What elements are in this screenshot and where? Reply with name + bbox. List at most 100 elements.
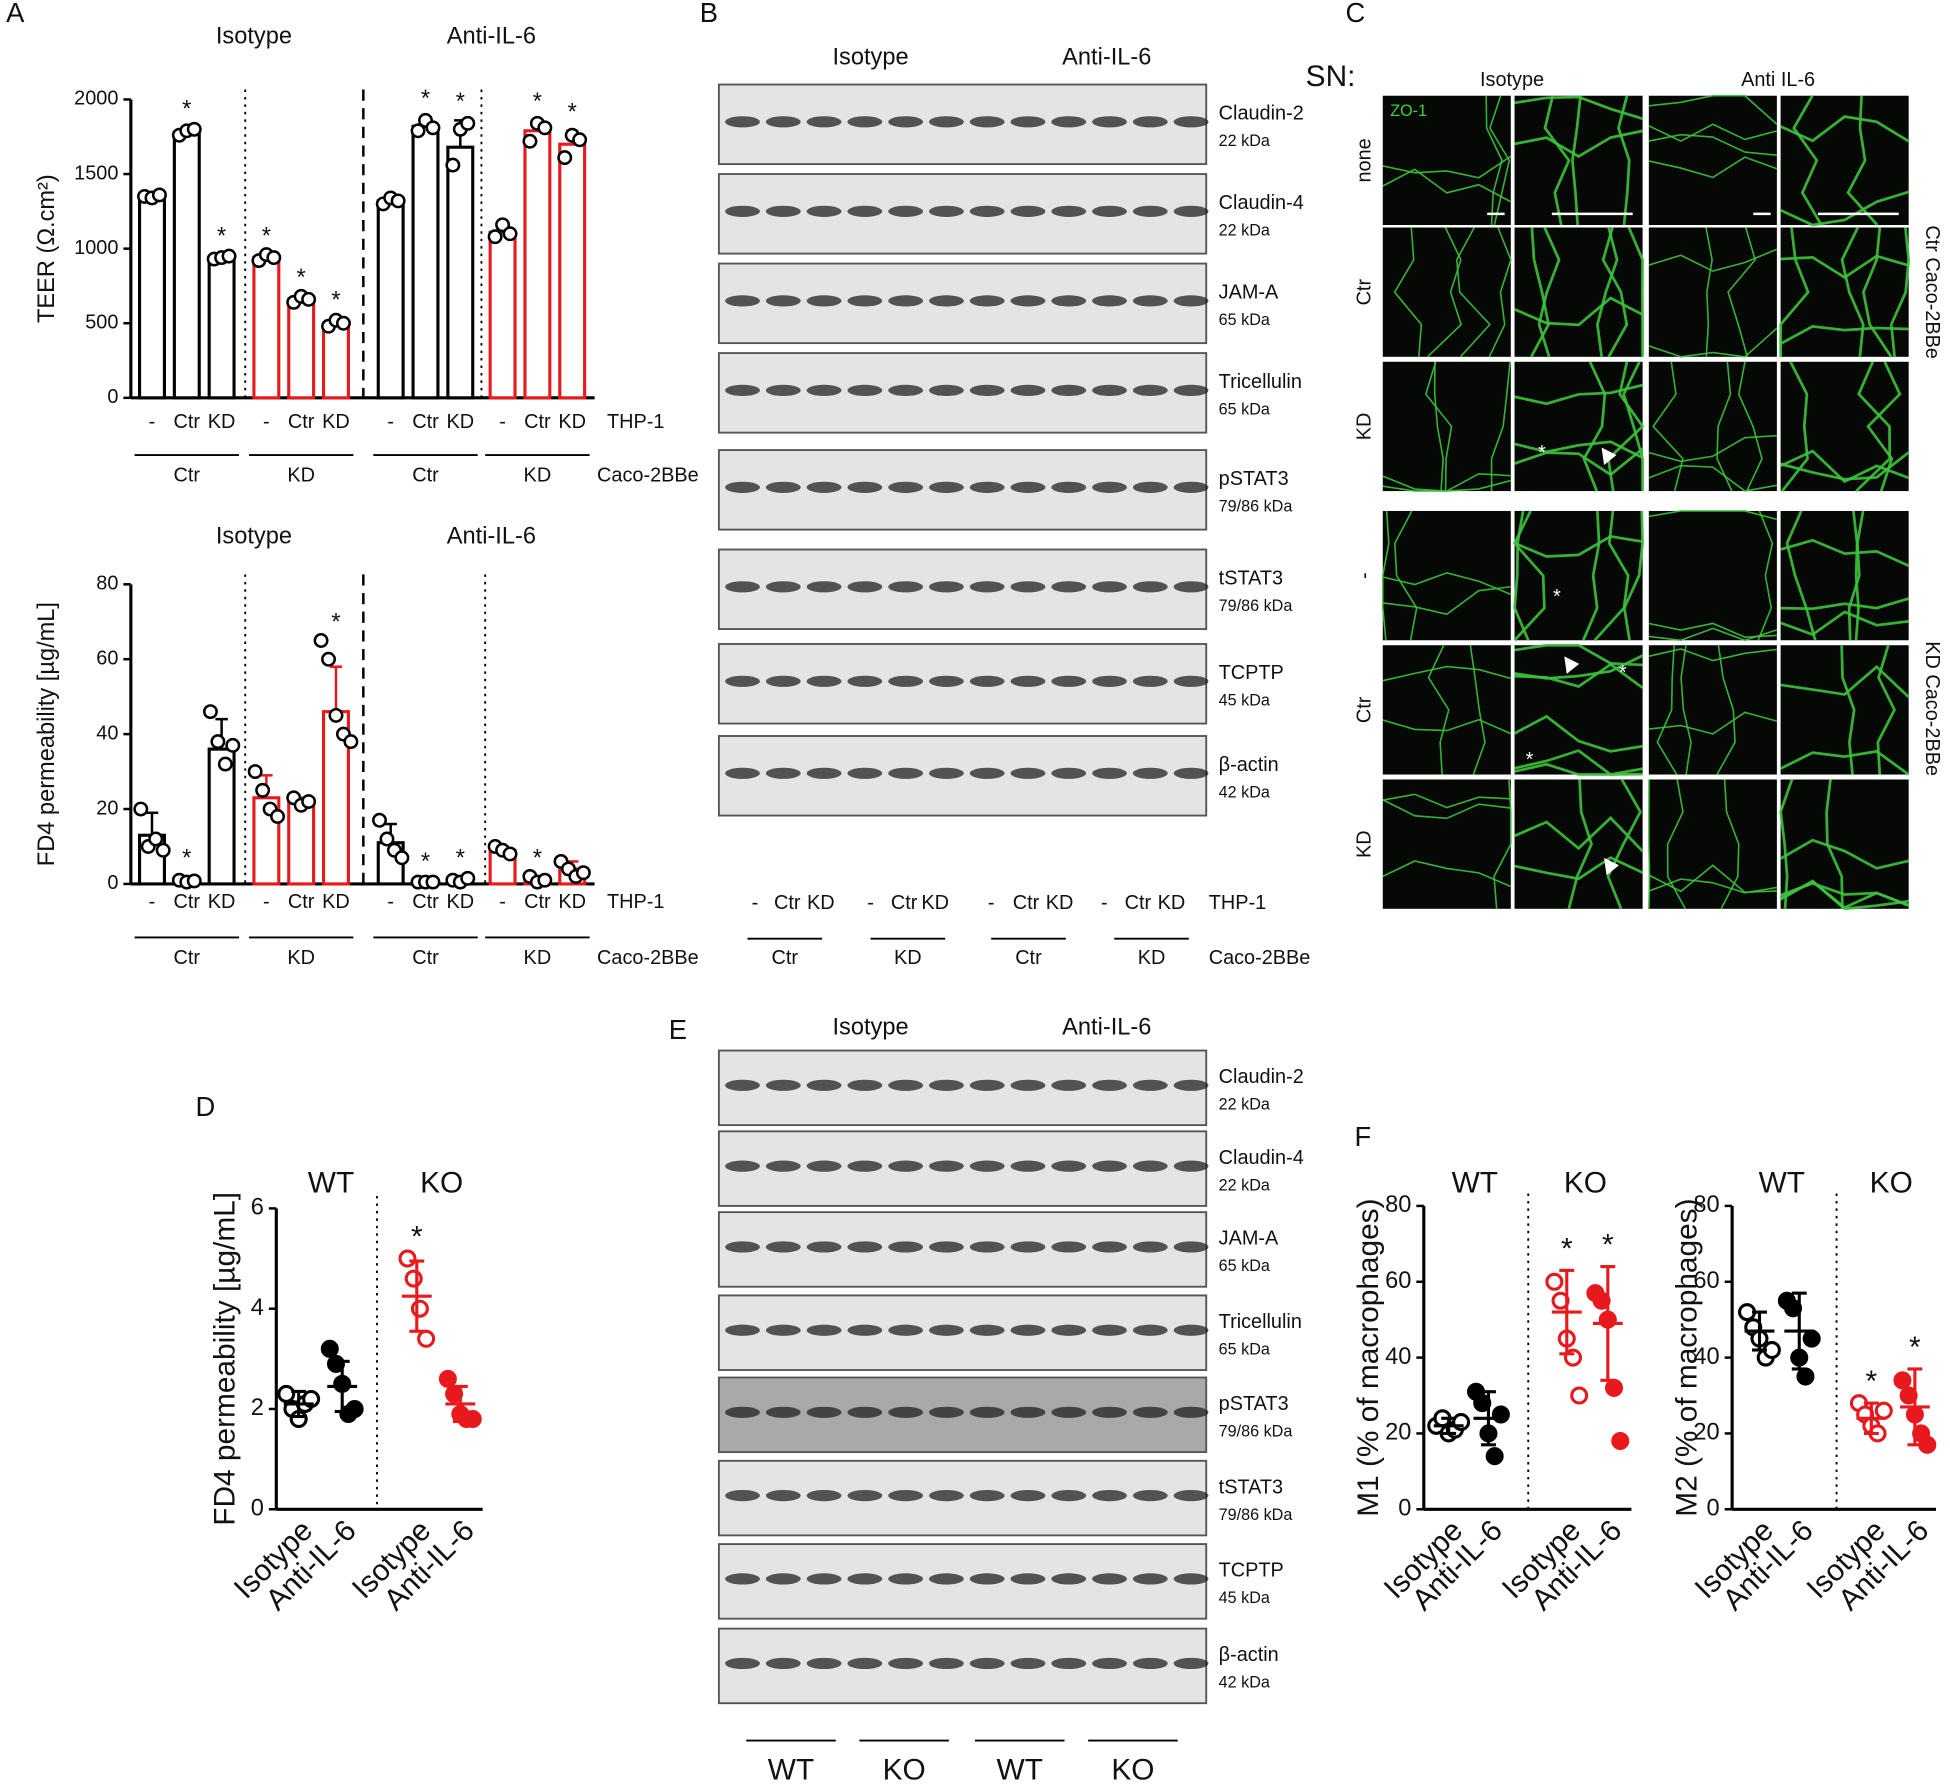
protein-label: tSTAT3 — [1219, 568, 1283, 590]
blot-band — [1010, 1406, 1046, 1418]
group-label: Ctr — [412, 464, 439, 486]
lane-label: - — [988, 892, 995, 914]
blot-band — [1132, 205, 1168, 217]
blot-band — [725, 1573, 760, 1585]
cell-border — [1382, 168, 1512, 203]
blot-band — [1173, 1079, 1209, 1091]
blot-band — [847, 1490, 883, 1502]
data-point — [425, 874, 441, 890]
blot-band — [806, 384, 842, 396]
y-tick-label: 60 — [96, 647, 118, 669]
y-axis-label: TEER (Ω.cm²) — [34, 174, 60, 323]
blot-band — [969, 581, 1005, 593]
blot-band — [888, 1406, 924, 1418]
blot-band — [1132, 1324, 1168, 1336]
protein-label: pSTAT3 — [1219, 1393, 1289, 1415]
blot-band — [888, 767, 924, 779]
data-point — [221, 248, 237, 264]
y-tick-label: 20 — [1385, 1420, 1411, 1446]
blot-band — [888, 295, 924, 307]
micrograph — [1780, 645, 1909, 775]
cell-border — [1852, 510, 1860, 641]
blot-band — [1092, 1079, 1127, 1091]
cell-border — [1648, 133, 1777, 156]
cell-border — [1606, 778, 1642, 910]
blot-band — [1173, 675, 1209, 687]
x-tick-label: KD — [446, 891, 474, 913]
micrograph — [1382, 227, 1511, 357]
blot-band — [929, 481, 964, 493]
significance: * — [1602, 1229, 1614, 1262]
cell-border — [1780, 538, 1910, 568]
cell-line-label: Ctr Caco-2BBe — [1921, 225, 1943, 359]
cell-border — [1381, 510, 1390, 641]
blot-band — [1092, 675, 1127, 687]
x-tick-label: Ctr — [412, 411, 439, 433]
blot-band — [725, 1079, 760, 1091]
size-label: 42 kDa — [1219, 783, 1270, 801]
cell-border — [1596, 227, 1619, 357]
blot-band — [765, 295, 801, 307]
data-point — [522, 133, 538, 149]
data-point — [1796, 1367, 1815, 1386]
blot-band — [969, 205, 1005, 217]
blot-band — [1051, 116, 1087, 128]
bar — [558, 142, 587, 400]
data-point — [313, 633, 329, 648]
cell-border — [1780, 190, 1910, 227]
cell-border — [1825, 779, 1844, 909]
group-label: Ctr — [174, 947, 201, 969]
cell-border — [1648, 434, 1777, 463]
cell-border — [1779, 838, 1909, 870]
cell-border — [1780, 610, 1909, 637]
group-label: Ctr — [412, 947, 439, 969]
blot-band — [1092, 1657, 1127, 1670]
blot-band — [1092, 767, 1127, 779]
data-point — [328, 707, 344, 723]
lane-label: - — [867, 892, 874, 914]
group-label: KD — [287, 947, 315, 969]
blot-band — [969, 481, 1005, 493]
stain-label: ZO-1 — [1390, 102, 1427, 120]
blot-band — [765, 1406, 801, 1418]
blot-band — [888, 384, 924, 396]
blot-band — [1051, 1573, 1087, 1585]
blot-band — [888, 1160, 924, 1172]
blot-header: Anti-IL-6 — [1062, 1014, 1151, 1040]
group-label: KO — [883, 1753, 926, 1786]
x-tick-label: - — [149, 891, 156, 913]
blot-band — [1173, 767, 1209, 779]
cell-border — [1514, 95, 1644, 120]
bar — [207, 747, 236, 886]
blot-band — [1132, 1657, 1168, 1670]
x-tick-label: - — [499, 891, 506, 913]
y-tick-label: 2000 — [74, 88, 118, 110]
row-label: Caco-2BBe — [597, 947, 699, 969]
blot-band — [725, 1657, 760, 1670]
size-label: 22 kDa — [1219, 1095, 1270, 1113]
blot-band — [1010, 384, 1046, 396]
group-label: KD — [524, 464, 552, 486]
significance: * — [1561, 1232, 1573, 1265]
size-label: 45 kDa — [1219, 1589, 1270, 1607]
data-point — [301, 291, 317, 307]
data-point — [225, 737, 241, 753]
blot-band — [969, 1657, 1005, 1670]
cell-border — [1514, 643, 1643, 667]
blot-band — [1051, 1406, 1087, 1418]
blot-band — [806, 1406, 842, 1418]
blot-band — [969, 1241, 1005, 1253]
blot-band — [1092, 295, 1127, 307]
bar — [376, 199, 405, 400]
size-label: 45 kDa — [1219, 691, 1270, 709]
bar — [523, 129, 552, 400]
blot-band — [1173, 116, 1209, 128]
blot-band — [847, 1573, 883, 1585]
data-point — [1893, 1371, 1912, 1390]
blot-band — [1051, 1490, 1087, 1502]
cell-border — [1490, 361, 1511, 492]
blot-band — [806, 295, 842, 307]
blot-band — [725, 1241, 760, 1253]
cell-border — [1846, 95, 1879, 226]
cell-border — [1781, 361, 1809, 492]
